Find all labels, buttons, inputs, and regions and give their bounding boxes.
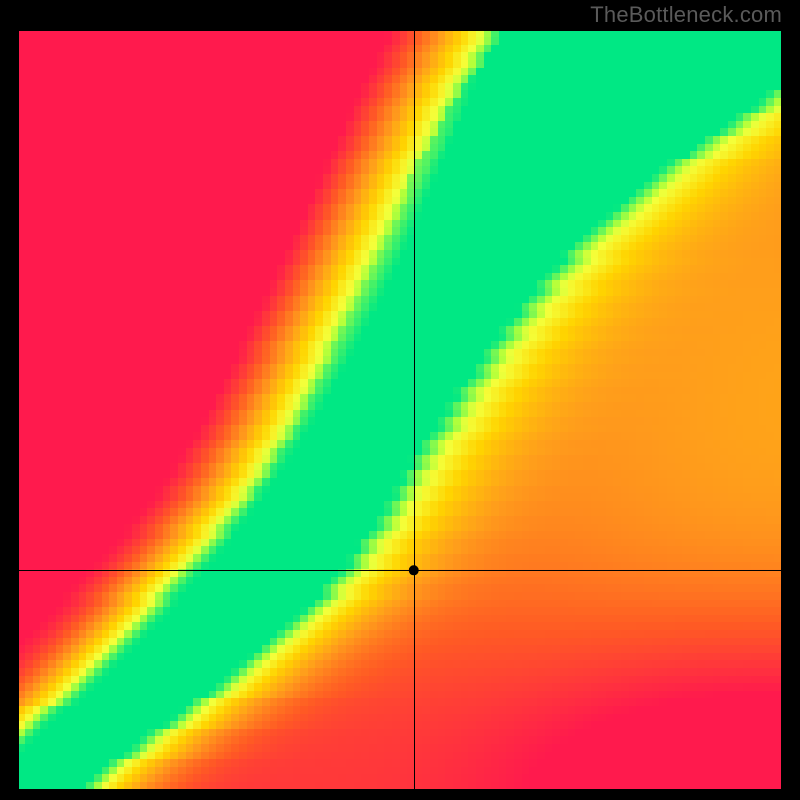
chart-container: TheBottleneck.com — [0, 0, 800, 800]
plot-frame — [18, 30, 782, 790]
attribution-label: TheBottleneck.com — [590, 2, 782, 28]
heatmap-canvas — [18, 30, 782, 790]
